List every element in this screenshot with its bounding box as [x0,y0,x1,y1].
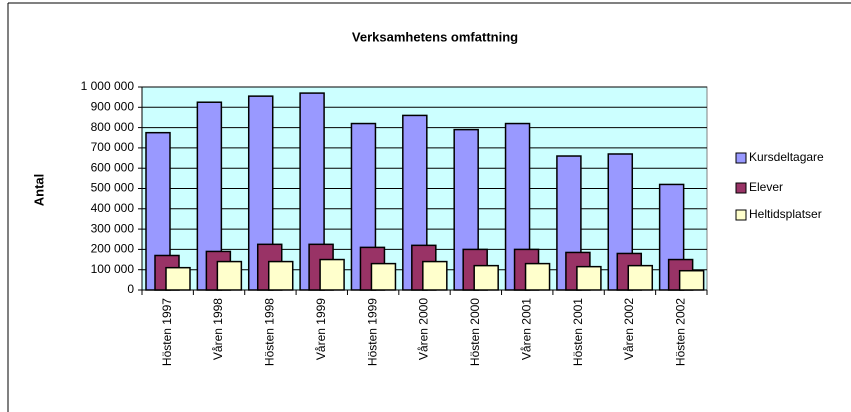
x-tick-label: Våren 1998 [211,298,225,360]
y-tick-label: 800 000 [91,120,135,134]
bar [267,260,294,291]
y-tick-label: 100 000 [91,262,135,276]
legend-swatch [735,152,747,164]
legend-swatch [735,182,747,194]
legend-label: Kursdeltagare [749,150,824,164]
y-tick-label: 0 [127,282,134,296]
bar [370,262,397,291]
bar [576,265,602,291]
bar [216,260,243,291]
y-tick-label: 300 000 [91,221,135,235]
y-tick-label: 600 000 [91,160,135,174]
bar [524,262,551,291]
x-tick-label: Våren 2000 [417,298,431,360]
legend-label: Elever [749,180,783,194]
x-tick-label: Hösten 1999 [365,298,379,366]
x-tick-label: Hösten 2000 [468,298,482,366]
y-tick-label: 700 000 [91,140,135,154]
bar [678,269,705,291]
bar [422,260,448,291]
y-tick-label: 400 000 [91,201,135,215]
x-tick-label: Hösten 2001 [571,298,585,366]
y-tick-label: 200 000 [91,242,135,256]
bar [165,266,191,291]
y-tick-label: 1 000 000 [81,79,135,93]
legend-label: Heltidsplatser [749,207,822,221]
x-tick-label: Hösten 2002 [673,298,687,366]
chart-title: Verksamhetens omfattning [352,29,518,44]
x-tick-label: Våren 2001 [519,298,533,360]
y-tick-label: 500 000 [91,181,135,195]
legend-swatch [735,209,747,221]
bar [627,264,654,291]
x-tick-label: Hösten 1998 [263,298,277,366]
y-axis-label: Antal [31,174,46,207]
x-tick-label: Våren 2002 [622,298,636,360]
x-tick-label: Våren 1999 [314,298,328,360]
bar [319,258,345,291]
y-tick-label: 900 000 [91,99,135,113]
x-tick-label: Hösten 1997 [160,298,174,366]
bar [473,264,499,291]
